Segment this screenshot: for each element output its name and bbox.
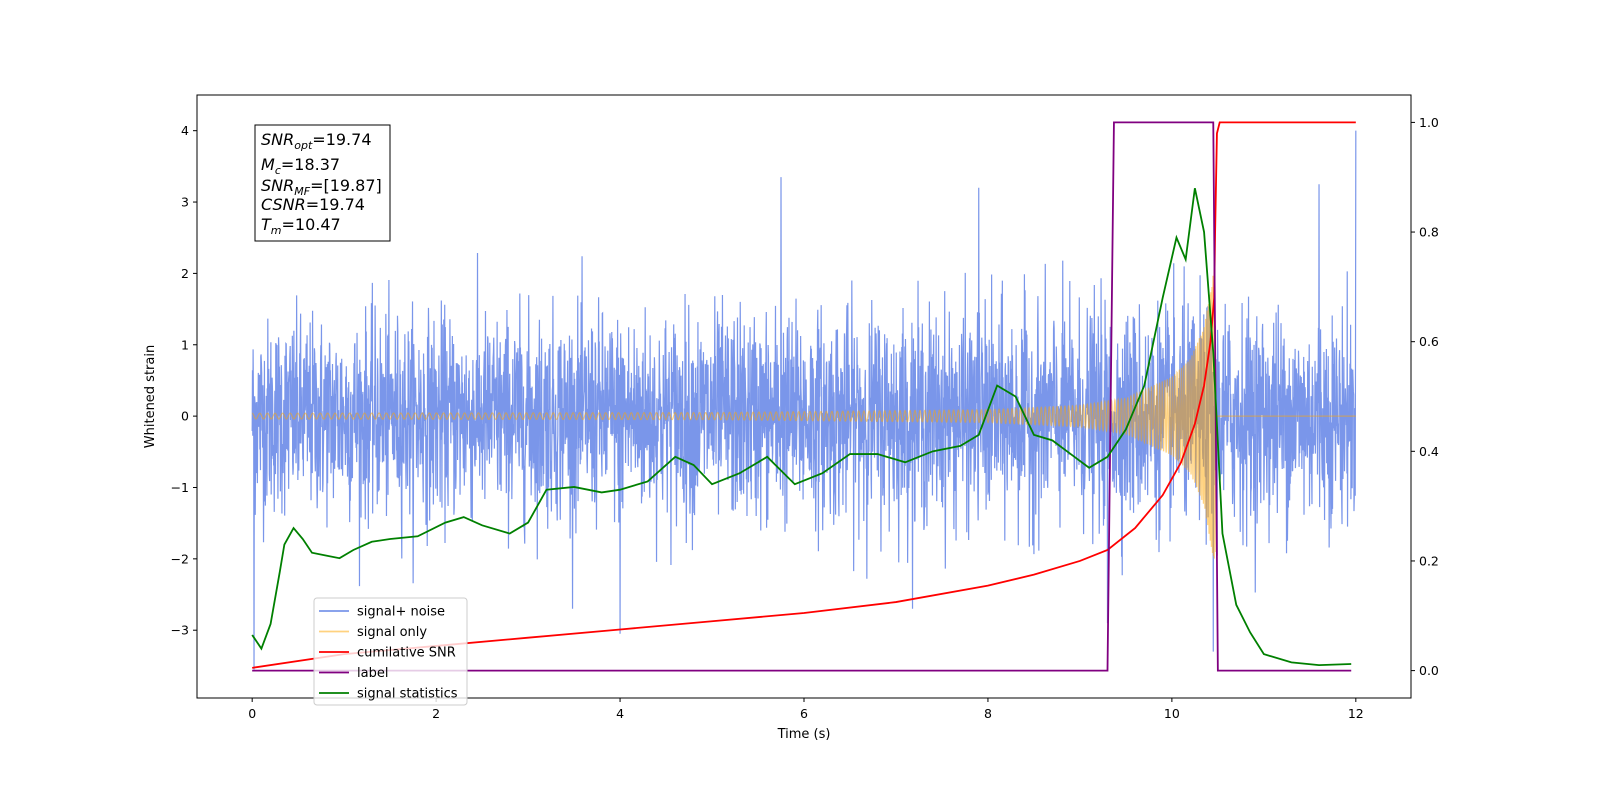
- x-tick-label: 8: [984, 706, 992, 721]
- annotation-tm-value: =10.47: [282, 215, 341, 234]
- x-tick-label: 6: [800, 706, 808, 721]
- legend-label: signal only: [357, 625, 427, 640]
- y2-tick-label: 0.2: [1419, 553, 1439, 568]
- legend-label: signal+ noise: [357, 605, 445, 620]
- y-tick-label: −2: [171, 551, 189, 566]
- y-tick-label: 3: [181, 195, 189, 210]
- y-tick-label: 4: [181, 123, 189, 138]
- legend-entry: signal+ noise: [319, 605, 445, 620]
- right-axis-series: [251, 121, 1356, 672]
- signal-only-line: [252, 275, 1356, 559]
- x-tick-label: 4: [616, 706, 624, 721]
- y-tick-label: −1: [171, 480, 189, 495]
- y2-tick-label: 0.6: [1419, 334, 1439, 349]
- annotation-mc-main: M: [261, 155, 275, 174]
- y-axis-label: Whitened strain: [143, 345, 158, 448]
- annotation-csnr: CSNR=19.74: [261, 195, 365, 214]
- annotation-mc: Mc=18.37: [261, 155, 340, 177]
- annotation-tm-sub: m: [271, 224, 282, 237]
- signal-only-series: [252, 275, 1356, 559]
- legend-entry: label: [319, 666, 388, 681]
- annotation-box: SNRopt=19.74 Mc=18.37 SNRMF=[19.87] CSNR…: [254, 124, 391, 242]
- annotation-tm-main: T: [261, 215, 272, 234]
- y2-tick-label: 0.4: [1419, 444, 1439, 459]
- y2-tick-label: 1.0: [1419, 115, 1439, 130]
- legend-entry: signal statistics: [319, 687, 458, 702]
- annotation-snr-opt: SNRopt=19.74: [261, 130, 372, 152]
- annotation-mc-sub: c: [275, 164, 281, 177]
- y-tick-label: 0: [181, 409, 189, 424]
- y-tick-label: 1: [181, 337, 189, 352]
- annotation-snr-opt-value: =19.74: [312, 130, 371, 149]
- legend-label: cumilative SNR: [357, 646, 456, 661]
- annotation-snr-opt-main: SNR: [261, 130, 294, 149]
- legend-label: label: [357, 666, 388, 681]
- signal-statistics-line: [251, 188, 1352, 667]
- y2-tick-label: 0.8: [1419, 225, 1439, 240]
- annotation-snr-mf-sub: MF: [294, 185, 310, 198]
- legend-label: signal statistics: [357, 687, 458, 702]
- y-tick-label: −3: [171, 623, 189, 638]
- y-tick-label: 2: [181, 266, 189, 281]
- x-tick-label: 10: [1164, 706, 1180, 721]
- legend-entry: signal only: [319, 625, 427, 640]
- annotation-snr-opt-sub: opt: [294, 139, 313, 152]
- x-tick-label: 12: [1348, 706, 1364, 721]
- annotation-tm: Tm=10.47: [261, 215, 341, 237]
- y2-tick-label: 0.0: [1419, 663, 1439, 678]
- legend: signal+ noise signal only cumilative SNR la…: [313, 597, 468, 706]
- annotation-snr-mf-value: =[19.87]: [310, 176, 382, 195]
- annotation-csnr-main: CSNR: [261, 195, 306, 214]
- annotation-mc-value: =18.37: [281, 155, 340, 174]
- x-axis-label: Time (s): [777, 727, 831, 742]
- annotation-csnr-value: =19.74: [306, 195, 365, 214]
- annotation-snr-mf-main: SNR: [261, 176, 294, 195]
- x-tick-label: 0: [248, 706, 256, 721]
- x-tick-label: 2: [432, 706, 440, 721]
- annotation-snr-mf: SNRMF=[19.87]: [261, 176, 382, 198]
- label-line: [252, 121, 1352, 672]
- legend-entry: cumilative SNR: [319, 646, 456, 661]
